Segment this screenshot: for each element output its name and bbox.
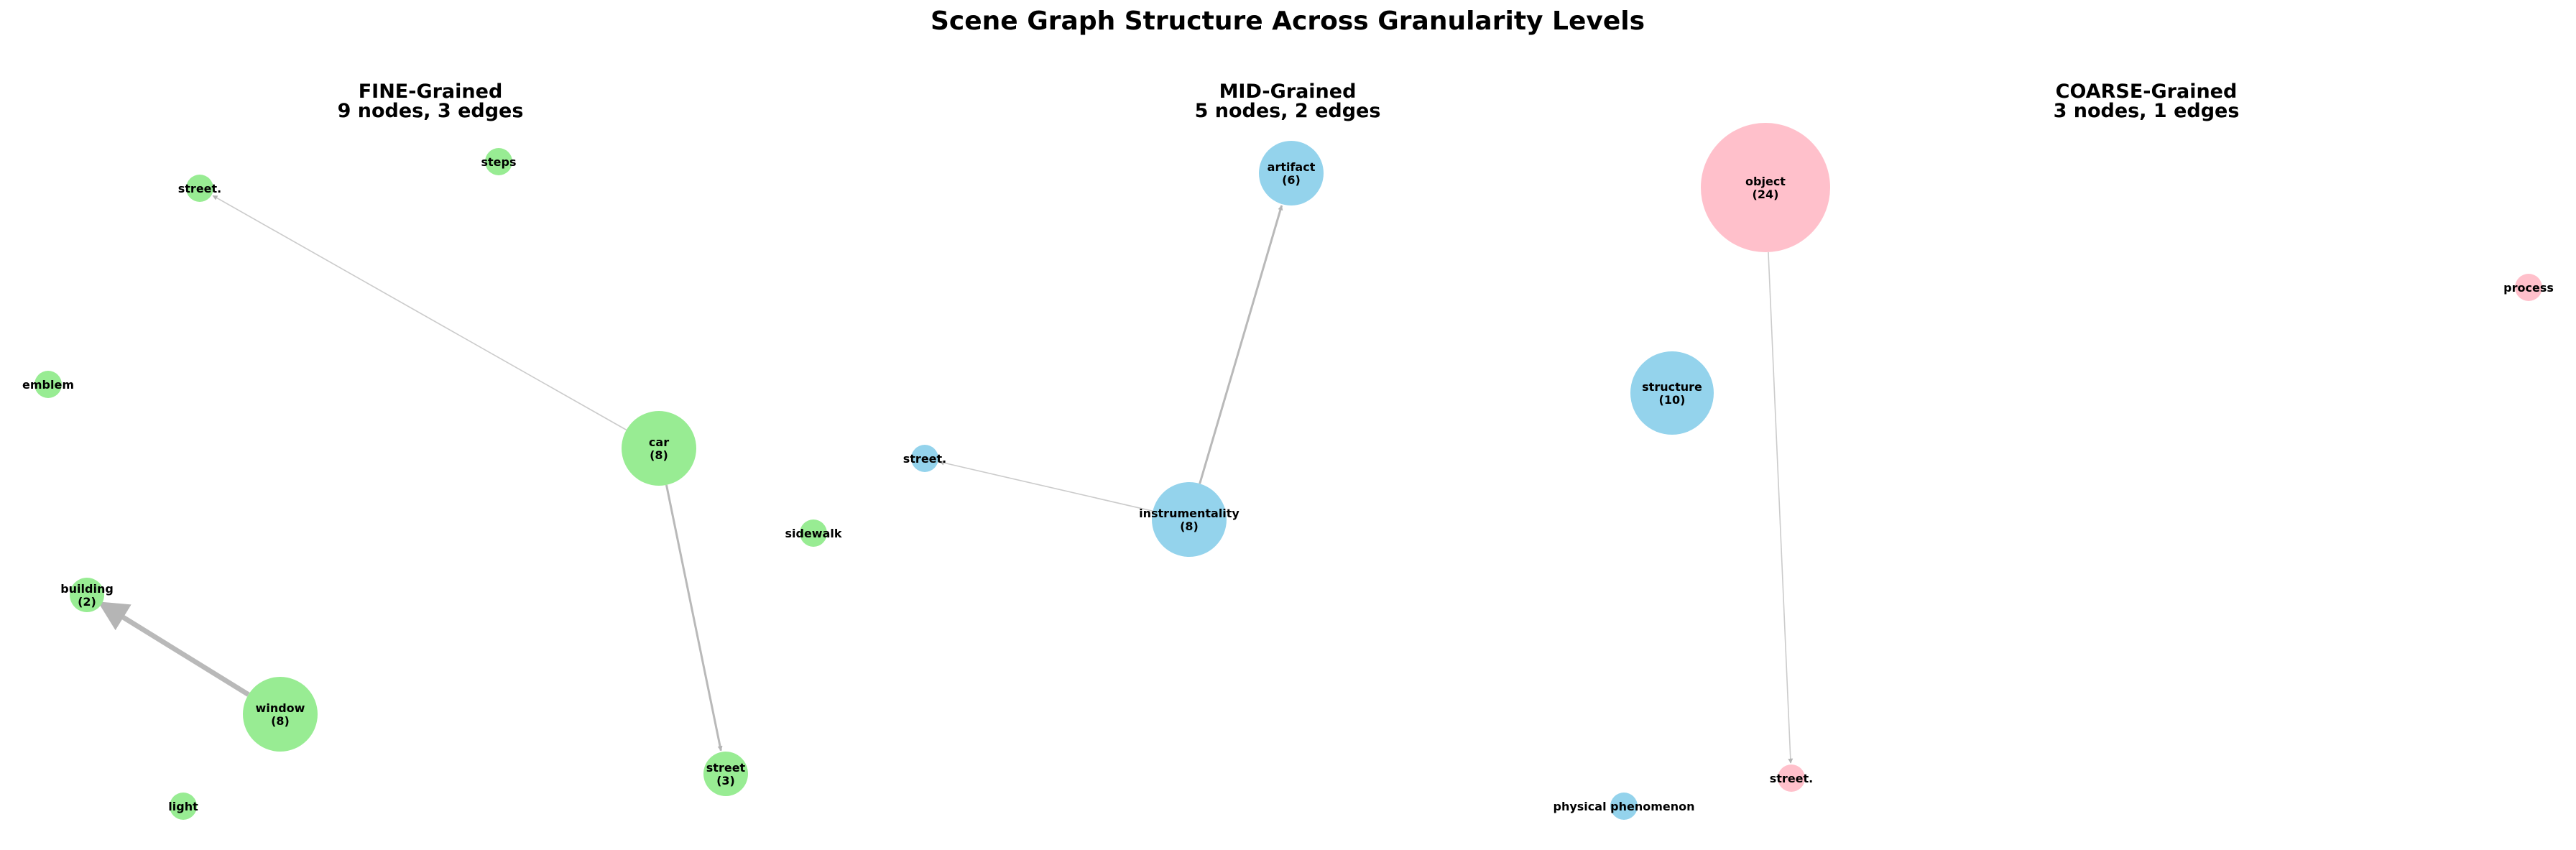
panel-mid: MID-Grained 5 nodes, 2 edges artifact (6)… (903, 80, 1381, 557)
node-label: sidewalk (785, 527, 841, 540)
panel-coarse: COARSE-Grained 3 nodes, 1 edges object (2… (1554, 80, 2554, 820)
node-circle (34, 371, 62, 398)
node-circle (186, 175, 213, 202)
node-fine-building: building (2) (60, 578, 114, 612)
node-circle (622, 411, 696, 486)
edge-fine-window-to-building (97, 601, 250, 697)
nodes-coarse: object (24) process structure (10) street. phy… (1554, 123, 2554, 820)
panel-subtitle-coarse: 3 nodes, 1 edges (2054, 100, 2240, 122)
node-label: structure (10) (1642, 380, 1702, 407)
edges-fine (97, 195, 723, 752)
panel-title-fine: FINE-Grained (359, 80, 503, 103)
node-fine-street-dot: street. (178, 175, 222, 202)
edges-mid (938, 205, 1283, 512)
edge-mid-instrumentality-to-street_dot (938, 460, 1153, 512)
node-fine-window: window (8) (243, 677, 318, 752)
node-circle (1610, 793, 1638, 820)
node-mid-instrumentality: instrumentality (8) (1139, 482, 1239, 557)
node-circle (243, 677, 318, 752)
figure-title: Scene Graph Structure Across Granularity… (931, 6, 1645, 36)
node-label: instrumentality (8) (1139, 507, 1239, 533)
node-circle (1778, 764, 1805, 792)
node-coarse-object: object (24) (1701, 123, 1830, 252)
node-label: object (24) (1745, 175, 1786, 201)
node-label: window (8) (256, 701, 305, 728)
node-coarse-street-dot: street. (1770, 764, 1814, 792)
edges-coarse (1768, 251, 1793, 764)
node-circle (2515, 274, 2542, 301)
panel-title-mid: MID-Grained (1219, 80, 1357, 103)
node-label: street. (903, 452, 947, 466)
edge-mid-instrumentality-to-artifact (1199, 205, 1283, 484)
node-label: process (2503, 281, 2554, 295)
node-mid-artifact: artifact (6) (1259, 141, 1324, 205)
node-label: street. (178, 182, 222, 195)
panel-title-coarse: COARSE-Grained (2056, 80, 2238, 103)
node-label: steps (481, 155, 517, 169)
node-fine-sidewalk: sidewalk (785, 519, 842, 547)
node-coarse-physical-phenomenon: physical phenomenon (1554, 793, 1695, 820)
node-label: car (8) (649, 435, 669, 462)
edge-coarse-object-to-street_dot (1768, 251, 1793, 764)
node-circle (170, 793, 197, 820)
nodes-fine: street. steps emblem car (8) sidewalk building… (22, 148, 842, 820)
node-label: street (3) (706, 761, 746, 787)
node-label: building (2) (60, 582, 114, 609)
node-circle (1152, 482, 1227, 557)
node-fine-street: street (3) (703, 752, 748, 796)
node-coarse-structure: structure (10) (1630, 351, 1714, 435)
node-label: artifact (6) (1268, 160, 1316, 187)
node-label: street. (1770, 772, 1814, 785)
node-fine-steps: steps (481, 148, 517, 175)
node-fine-light: light (168, 793, 198, 820)
node-circle (1259, 141, 1324, 205)
node-circle (911, 445, 938, 472)
node-mid-street-dot: street. (903, 445, 947, 472)
node-coarse-process: process (2503, 274, 2554, 301)
nodes-mid: artifact (6) street. instrumentality (8) (903, 141, 1324, 557)
node-circle (485, 148, 512, 175)
node-label: light (168, 800, 198, 813)
node-circle (1701, 123, 1830, 252)
node-circle (800, 519, 827, 547)
panel-fine: FINE-Grained 9 nodes, 3 edges street. ste… (22, 80, 842, 820)
node-fine-emblem: emblem (22, 371, 74, 398)
panel-subtitle-mid: 5 nodes, 2 edges (1195, 100, 1381, 122)
node-label: emblem (22, 378, 74, 392)
node-fine-car: car (8) (622, 411, 696, 486)
edge-fine-car-to-street_dot (212, 195, 627, 431)
node-circle (703, 752, 748, 796)
node-circle (1630, 351, 1714, 435)
edge-fine-car-to-street (665, 484, 723, 752)
node-label: physical phenomenon (1554, 800, 1695, 813)
panel-subtitle-fine: 9 nodes, 3 edges (338, 100, 524, 122)
node-circle (70, 578, 104, 612)
